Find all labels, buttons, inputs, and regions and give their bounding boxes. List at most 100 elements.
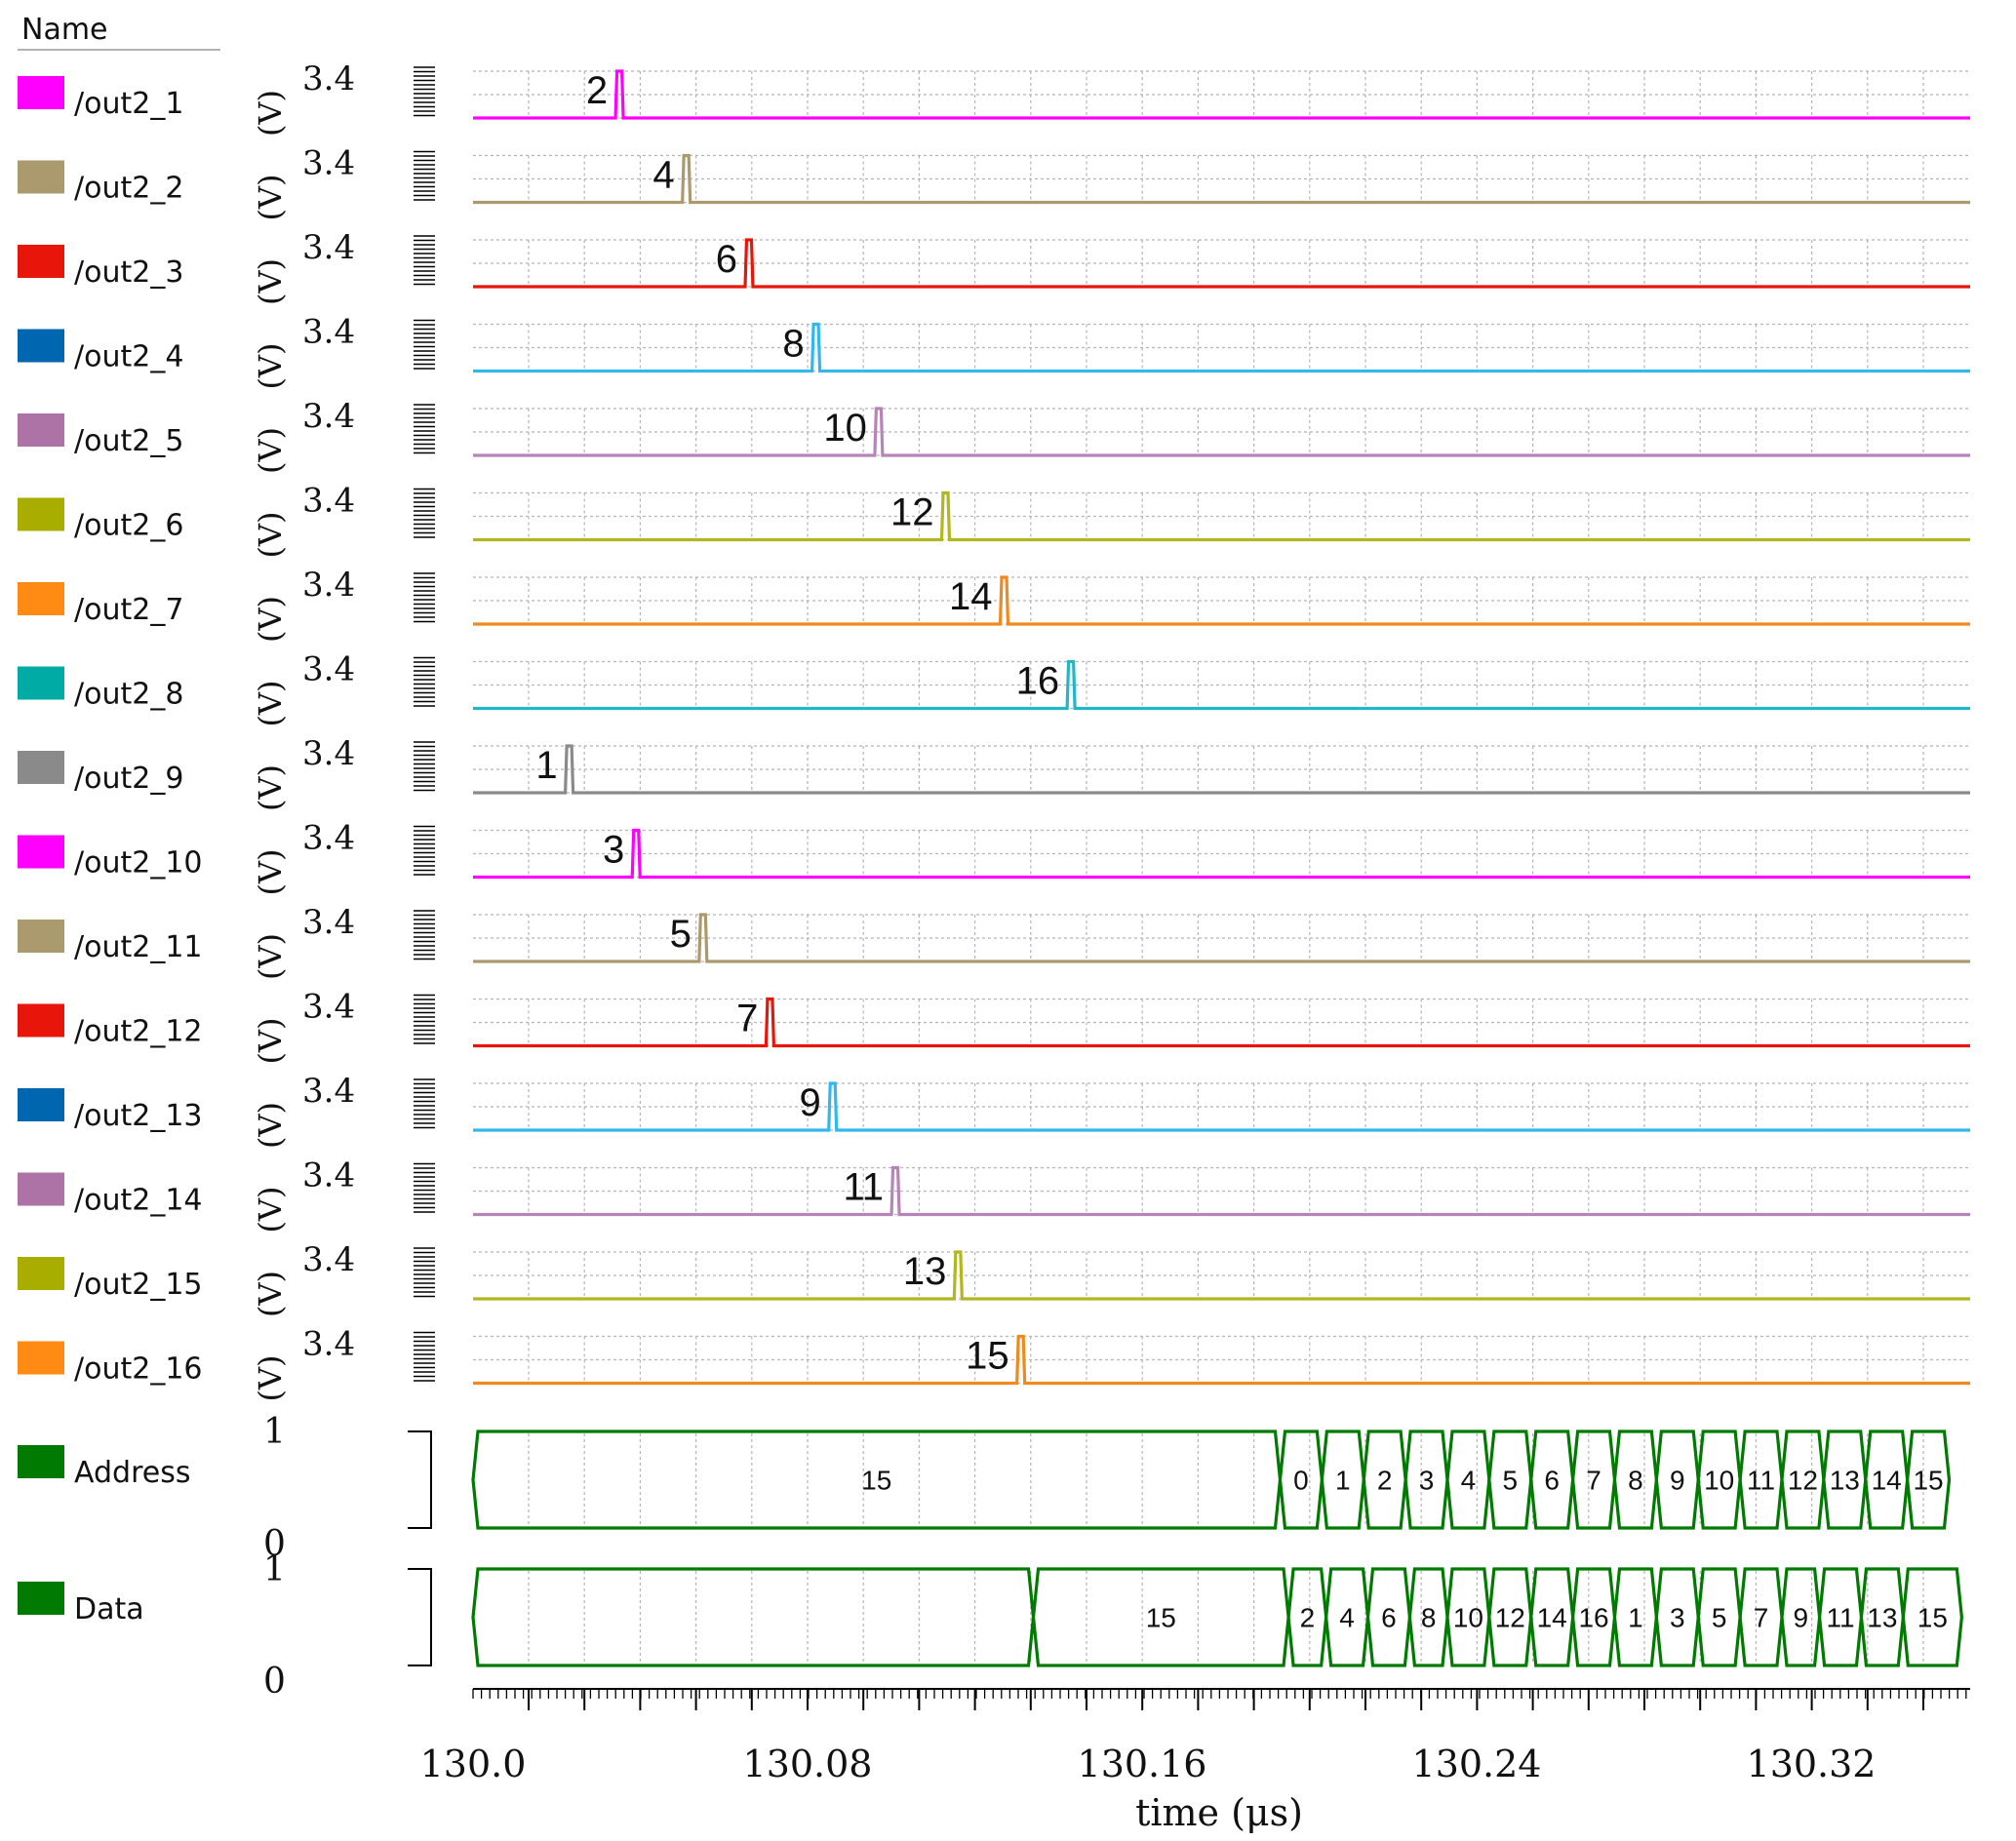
analog-row: 3.4 (V) 2 (252, 59, 1970, 137)
bus-value-label: 7 (1586, 1466, 1601, 1496)
bus-value-label: 9 (1670, 1466, 1685, 1496)
y-tick-label: 3.4 (302, 228, 355, 267)
analog-row: 3.4 (V) 15 (252, 1325, 1970, 1402)
bus-value-label: 15 (1146, 1603, 1176, 1633)
pulse-annotation: 16 (1016, 660, 1060, 703)
y-tick-label: 3.4 (302, 59, 355, 98)
legend-label: /out2_16 (74, 1352, 203, 1387)
legend-label: /out2_3 (74, 255, 183, 290)
legend-swatch (18, 1172, 64, 1206)
series-line (473, 490, 1970, 542)
analog-row: 3.4 (V) 14 (252, 566, 1970, 643)
pulse-annotation: 13 (903, 1250, 947, 1293)
analog-row: 3.4 (V) 7 (252, 988, 1970, 1065)
legend-swatch (18, 1341, 64, 1375)
bus-axis-bracket (408, 1568, 432, 1666)
series-line (473, 828, 1970, 880)
series-line (473, 659, 1970, 711)
bus-value-label: 4 (1461, 1466, 1477, 1496)
bus-value-label: 3 (1419, 1466, 1435, 1496)
analog-row: 3.4 (V) 5 (252, 903, 1970, 980)
bus-value-label: 4 (1339, 1603, 1355, 1633)
bus-value-label: 7 (1754, 1603, 1769, 1633)
pulse-annotation: 11 (844, 1166, 885, 1209)
bus-value-label: 12 (1788, 1466, 1818, 1496)
bus-value-label: 6 (1544, 1466, 1560, 1496)
bus-value-label: 10 (1453, 1603, 1483, 1633)
series-line (473, 1334, 1970, 1386)
pulse-annotation: 6 (716, 238, 737, 281)
bus-value-label: 5 (1712, 1603, 1727, 1633)
bus-value-label: 3 (1670, 1603, 1685, 1633)
bus-y-top-label: 1 (263, 1412, 286, 1452)
y-tick-label: 3.4 (302, 313, 355, 352)
analog-row: 3.4 (V) 6 (252, 228, 1970, 305)
plot-area: 3.4(V) 23.4(V) 43.4(V) 63.4(V) 83.4(V) 103.4(… (252, 59, 1970, 1702)
bus-value-label: 10 (1704, 1466, 1734, 1496)
bus-segment (1906, 1430, 1952, 1530)
pulse-annotation: 10 (823, 407, 867, 450)
bus-value-label: 8 (1421, 1603, 1437, 1633)
bus-value-label: 14 (1537, 1603, 1567, 1633)
bus-value-label: 16 (1578, 1603, 1608, 1633)
legend-label: /out2_15 (74, 1268, 203, 1302)
pulse-annotation: 14 (949, 575, 993, 618)
y-unit-label: (V) (252, 258, 289, 305)
y-tick-label: 3.4 (302, 566, 355, 605)
legend-label: /out2_4 (74, 340, 183, 374)
analog-row: 3.4 (V) 4 (252, 144, 1970, 221)
bus-value-label: 0 (1293, 1466, 1309, 1496)
analog-row: 3.4 (V) 11 (252, 1156, 1970, 1234)
bus-value-label: 11 (1826, 1603, 1854, 1633)
analog-row: 3.4 (V) 3 (252, 819, 1970, 896)
pulse-annotation: 12 (890, 491, 934, 534)
bus-y-bottom-label: 0 (263, 1662, 286, 1702)
legend-swatch (18, 835, 64, 869)
legend-label: Data (74, 1592, 144, 1626)
analog-row: 3.4 (V) 12 (252, 482, 1970, 559)
legend-label: /out2_2 (74, 172, 183, 206)
legend-header: Name (21, 13, 108, 47)
legend-label: /out2_14 (74, 1184, 203, 1218)
y-unit-label: (V) (252, 1102, 289, 1149)
legend-swatch (18, 497, 64, 531)
analog-row: 3.4 (V) 10 (252, 397, 1970, 474)
bus-value-label: 11 (1747, 1466, 1775, 1496)
series-line (473, 1165, 1970, 1217)
legend-label: /out2_12 (74, 1015, 203, 1049)
bus-value-label: 14 (1872, 1466, 1902, 1496)
series-line (473, 997, 1970, 1048)
analog-row: 3.4 (V) 8 (252, 313, 1970, 390)
y-unit-label: (V) (252, 680, 289, 726)
bus-y-top-label: 1 (263, 1549, 286, 1589)
y-unit-label: (V) (252, 174, 289, 220)
legend-swatch (18, 582, 64, 615)
pulse-annotation: 1 (535, 744, 557, 787)
legend-label: /out2_10 (74, 846, 203, 881)
legend-label: /out2_9 (74, 762, 183, 796)
pulse-annotation: 4 (652, 154, 674, 197)
y-unit-label: (V) (252, 1017, 289, 1064)
legend-label: /out2_5 (74, 424, 183, 458)
y-unit-label: (V) (252, 764, 289, 811)
legend-swatch (18, 1003, 64, 1038)
legend-swatch (18, 1257, 64, 1290)
series-line (473, 69, 1970, 120)
legend-swatch (18, 76, 64, 109)
bus-value-label: 6 (1381, 1603, 1397, 1633)
series-line (473, 322, 1970, 373)
legend-swatch (18, 160, 64, 194)
bus-value-label: 13 (1830, 1466, 1860, 1496)
legend-swatch (18, 329, 64, 363)
x-tick-label: 130.0 (420, 1743, 527, 1785)
y-unit-label: (V) (252, 596, 289, 643)
bus-value-label: 1 (1335, 1466, 1351, 1496)
y-unit-label: (V) (252, 933, 289, 980)
legend-swatch (18, 245, 64, 278)
bus-value-label: 5 (1503, 1466, 1519, 1496)
series-line (473, 1250, 1970, 1301)
y-tick-label: 3.4 (302, 144, 355, 183)
series-line (473, 1081, 1970, 1132)
